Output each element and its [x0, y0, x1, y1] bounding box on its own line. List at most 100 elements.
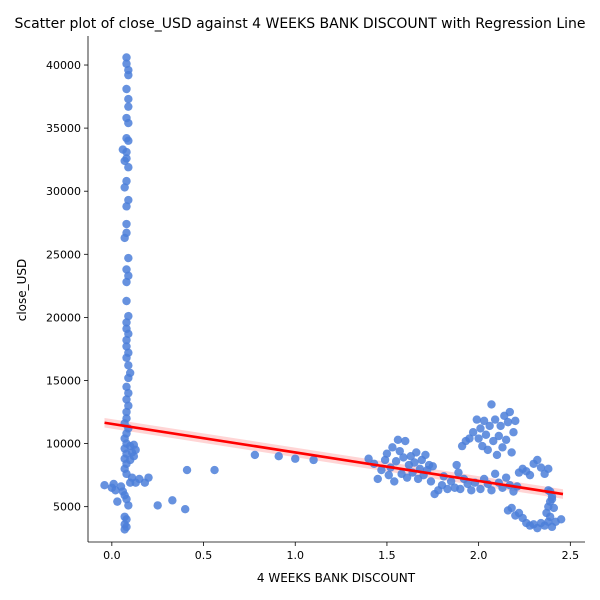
- data-point: [153, 501, 162, 510]
- data-point: [501, 473, 511, 482]
- data-point: [401, 436, 410, 446]
- data-point: [168, 496, 177, 505]
- data-point: [122, 382, 131, 391]
- data-point: [421, 450, 430, 460]
- data-point: [547, 494, 557, 504]
- data-point: [122, 296, 131, 306]
- y-tick-label: 35000: [46, 122, 81, 135]
- data-point: [410, 458, 419, 467]
- data-point: [100, 481, 109, 490]
- data-point: [485, 421, 494, 431]
- data-point: [122, 414, 131, 423]
- data-point: [122, 318, 131, 327]
- data-point: [490, 415, 500, 424]
- data-point: [465, 434, 474, 443]
- data-point: [446, 477, 456, 486]
- data-point: [487, 486, 496, 495]
- data-point: [505, 407, 515, 417]
- y-tick-label: 15000: [46, 374, 81, 387]
- data-point: [489, 436, 498, 446]
- chart-title: Scatter plot of close_USD against 4 WEEK…: [14, 16, 585, 32]
- data-point: [533, 455, 542, 465]
- data-point: [122, 113, 131, 123]
- data-point: [412, 448, 421, 457]
- data-point: [122, 219, 131, 229]
- data-point: [454, 468, 463, 477]
- data-point: [122, 84, 131, 94]
- data-point: [426, 477, 436, 486]
- data-point: [399, 453, 408, 462]
- y-tick-label: 40000: [46, 59, 81, 72]
- data-point: [122, 335, 131, 345]
- data-point: [124, 501, 133, 510]
- x-tick-label: 2.0: [470, 549, 488, 562]
- data-point: [496, 421, 505, 431]
- data-point: [122, 395, 131, 404]
- data-point: [487, 400, 496, 409]
- data-point: [402, 473, 412, 482]
- data-point: [492, 450, 502, 460]
- data-point: [180, 504, 190, 514]
- y-tick-label: 25000: [46, 248, 81, 261]
- data-point: [467, 486, 476, 495]
- data-point: [125, 368, 135, 378]
- data-point: [443, 484, 452, 494]
- data-point: [144, 473, 153, 482]
- data-point: [390, 477, 399, 486]
- data-point: [124, 271, 133, 280]
- data-point: [388, 443, 397, 452]
- data-point: [122, 324, 131, 333]
- data-point: [472, 415, 481, 424]
- data-point: [122, 265, 131, 274]
- data-point: [122, 202, 131, 211]
- data-point: [122, 154, 131, 163]
- data-point: [122, 494, 131, 504]
- data-point: [250, 450, 260, 460]
- x-tick-label: 1.0: [286, 549, 304, 562]
- data-point: [124, 163, 133, 172]
- y-tick-label: 30000: [46, 185, 81, 198]
- y-axis-label: close_USD: [15, 259, 29, 322]
- data-point: [309, 455, 318, 465]
- y-tick-label: 20000: [46, 311, 81, 324]
- data-point: [380, 455, 390, 465]
- data-points-layer: [100, 53, 566, 534]
- data-point: [544, 464, 553, 474]
- data-point: [452, 460, 461, 470]
- data-point: [131, 445, 140, 455]
- data-point: [125, 455, 135, 465]
- data-point: [113, 497, 122, 506]
- data-point: [395, 446, 404, 456]
- data-point: [124, 361, 133, 370]
- x-tick-label: 1.5: [378, 549, 396, 562]
- data-point: [391, 457, 401, 466]
- x-axis-label: 4 WEEKS BANK DISCOUNT: [257, 571, 416, 585]
- data-point: [483, 445, 493, 455]
- data-point: [382, 449, 392, 458]
- data-point: [490, 469, 500, 479]
- data-point: [122, 134, 131, 143]
- x-tick-label: 0.5: [195, 549, 213, 562]
- data-point: [124, 65, 133, 75]
- data-point: [468, 428, 478, 437]
- data-point: [393, 435, 403, 444]
- data-point: [124, 348, 133, 357]
- data-point: [501, 435, 511, 444]
- x-tick-label: 2.5: [562, 549, 580, 562]
- data-point: [364, 454, 373, 463]
- data-point: [109, 479, 118, 489]
- x-tick-label: 0.0: [103, 549, 121, 562]
- data-point: [124, 253, 133, 263]
- data-point: [498, 443, 507, 452]
- data-point: [463, 479, 472, 489]
- data-point: [476, 484, 485, 494]
- data-point: [373, 474, 382, 484]
- data-point: [511, 416, 520, 426]
- axes-layer: [87, 36, 585, 543]
- data-point: [120, 512, 129, 521]
- data-point: [122, 59, 131, 68]
- data-point: [428, 462, 437, 471]
- data-point: [124, 388, 133, 398]
- data-point: [479, 416, 489, 426]
- data-point: [536, 463, 546, 472]
